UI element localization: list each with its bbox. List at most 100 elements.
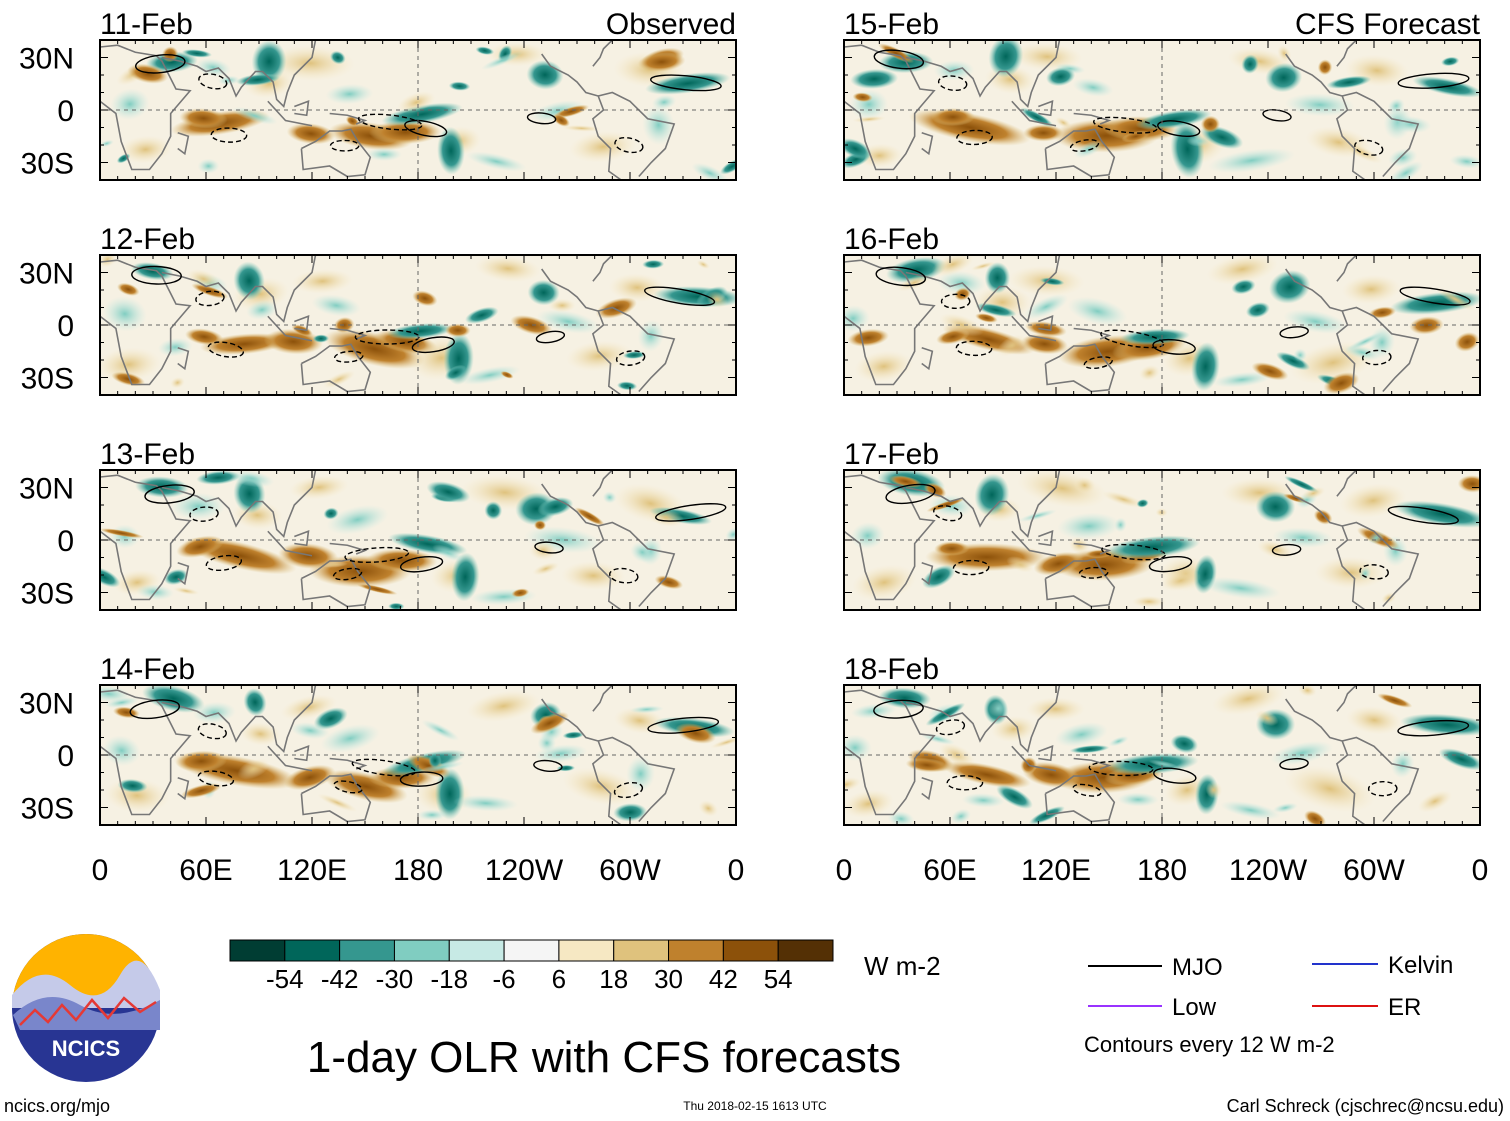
olr-anomaly-patch <box>381 102 463 126</box>
olr-anomaly-patch <box>1341 141 1382 164</box>
mjo-contour <box>333 350 364 363</box>
coastline <box>598 306 676 393</box>
olr-anomaly-patch <box>616 381 638 391</box>
olr-anomaly-patch <box>176 535 224 558</box>
coastline <box>100 474 192 601</box>
colorbar: -54 -42 -30 -18 -6 6 18 30 42 54 <box>229 939 834 994</box>
olr-anomaly-patch <box>1220 800 1281 820</box>
olr-anomaly-patch <box>1387 98 1405 114</box>
coastline <box>1038 100 1054 117</box>
olr-anomaly-patch <box>291 269 353 294</box>
olr-anomaly-patch <box>1255 491 1296 523</box>
panel-date: 14-Feb <box>100 653 195 686</box>
olr-anomaly-patch <box>325 83 374 105</box>
olr-anomaly-patch <box>637 319 665 352</box>
olr-anomaly-patch <box>1438 748 1480 771</box>
olr-anomaly-patch <box>1073 139 1105 159</box>
olr-anomaly-patch <box>324 329 425 370</box>
coastline <box>1011 100 1057 127</box>
coastline <box>905 40 1061 109</box>
olr-anomaly-patch <box>432 544 464 562</box>
mjo-contour <box>207 341 245 358</box>
lat-tick-label: 0 <box>57 525 74 558</box>
map-panels: 11-Feb Observed30N030S12-Feb30N030S13-Feb… <box>19 8 1481 826</box>
lon-tick-label: 0 <box>1472 854 1489 887</box>
olr-anomaly-patch <box>1104 535 1200 559</box>
olr-anomaly-patch <box>368 120 442 145</box>
mjo-contour <box>329 139 360 152</box>
coastline <box>1336 40 1357 67</box>
olr-anomaly-patch <box>1006 556 1034 573</box>
olr-anomaly-patch <box>322 561 349 568</box>
olr-anomaly-patch <box>397 91 436 114</box>
mjo-contour <box>615 350 646 366</box>
olr-anomaly-patch <box>896 273 932 292</box>
olr-anomaly-patch <box>553 104 590 119</box>
lat-tick-label: 30N <box>19 688 74 721</box>
olr-anomaly-patch <box>1449 154 1480 169</box>
olr-anomaly-patch <box>1057 512 1121 540</box>
olr-anomaly-patch <box>1346 705 1403 735</box>
coastline <box>1044 343 1116 393</box>
coastline <box>161 255 317 324</box>
coastline <box>1342 736 1420 823</box>
coastline <box>1073 542 1112 555</box>
mjo-contour <box>647 716 720 734</box>
olr-anomaly-patch <box>691 162 729 180</box>
olr-anomaly-patch <box>1211 685 1285 715</box>
footer-author: Carl Schreck (cjschrec@ncsu.edu) <box>1227 1096 1504 1116</box>
map-panel: 14-Feb 30N 0 30S <box>19 653 737 826</box>
coastline <box>100 259 192 386</box>
coastline <box>294 745 310 762</box>
olr-anomaly-patch <box>290 722 330 740</box>
olr-anomaly-patch <box>696 260 710 269</box>
mjo-contour <box>609 567 639 584</box>
olr-anomaly-patch <box>426 481 471 503</box>
mjo-contour <box>1078 566 1109 579</box>
mjo-contour <box>955 340 993 357</box>
column-header: CFS Forecast <box>1295 8 1481 41</box>
olr-anomaly-patch <box>1205 781 1223 799</box>
olr-anomaly-patch <box>110 88 150 120</box>
legend-label-low: Low <box>1172 994 1217 1021</box>
longitude-axes: 0 60E 120E 180 120W 60W 0 0 60E 120E 180 120W 60W 0 <box>92 854 1489 887</box>
coastline <box>267 315 313 342</box>
lat-tick-label: 0 <box>57 310 74 343</box>
coastline <box>300 558 372 608</box>
colorbar-tick-label: 30 <box>654 964 683 994</box>
mjo-contour <box>344 546 410 563</box>
olr-anomaly-patch <box>1268 270 1311 304</box>
logo-text: NCICS <box>52 1036 120 1061</box>
olr-anomaly-patch <box>552 113 570 127</box>
panel-date: 17-Feb <box>844 438 939 471</box>
olr-anomaly-patch <box>180 783 222 799</box>
mjo-contour <box>1367 780 1398 797</box>
olr-anomaly-patch <box>844 777 861 792</box>
olr-anomaly-patch <box>1293 348 1307 362</box>
olr-anomaly-patch <box>1102 491 1145 508</box>
olr-anomaly-patch <box>100 685 131 703</box>
olr-anomaly-patch <box>1121 130 1150 143</box>
olr-anomaly-patch <box>602 491 617 504</box>
olr-anomaly-patch <box>444 364 467 381</box>
olr-anomaly-patch <box>954 287 971 301</box>
lon-tick-label: 120W <box>485 854 564 887</box>
olr-anomaly-patch <box>852 92 873 103</box>
coastline <box>844 44 936 171</box>
coastline <box>329 542 368 555</box>
mjo-contour <box>1152 338 1196 355</box>
mjo-contour <box>1271 543 1302 556</box>
panel-date: 13-Feb <box>100 438 195 471</box>
mjo-contour <box>1387 505 1459 525</box>
map-panel: 18-Feb <box>843 653 1481 826</box>
olr-anomaly-patch <box>1024 294 1069 320</box>
mjo-contour <box>1399 286 1471 306</box>
olr-anomaly-patch <box>286 123 336 145</box>
olr-anomaly-patch <box>988 40 1024 78</box>
olr-anomaly-patch <box>500 370 514 379</box>
contour-note: Contours every 12 W m-2 <box>1084 1032 1335 1057</box>
olr-anomaly-patch <box>1117 792 1159 807</box>
coastline <box>1044 773 1116 823</box>
coastline <box>294 530 310 547</box>
olr-anomaly-patch <box>1135 109 1212 130</box>
